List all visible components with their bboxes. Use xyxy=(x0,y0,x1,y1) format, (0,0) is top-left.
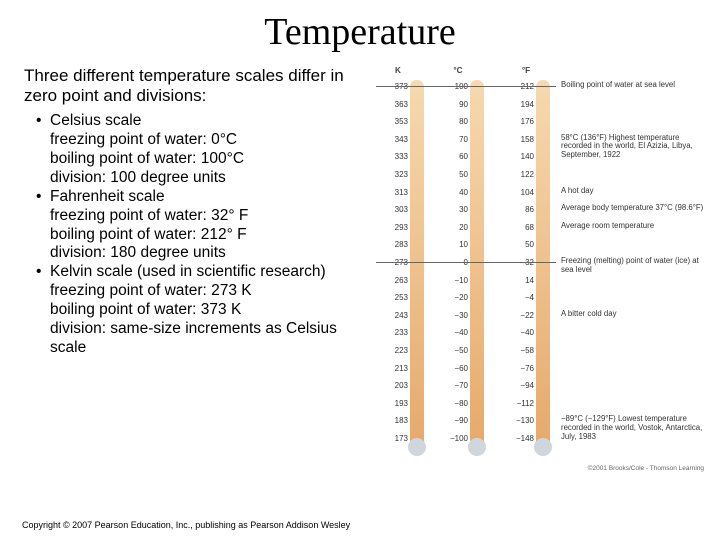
scale-value: 203 xyxy=(384,381,408,390)
scale-value: −4 xyxy=(510,293,534,302)
scale-value: 14 xyxy=(510,276,534,285)
scale-value: 50 xyxy=(510,240,534,249)
scale-value: 243 xyxy=(384,311,408,320)
scale-value: −76 xyxy=(510,364,534,373)
thermometer-bulb xyxy=(468,438,486,456)
copyright-text: Copyright © 2007 Pearson Education, Inc.… xyxy=(22,520,350,530)
scale-value: −30 xyxy=(444,311,468,320)
scale-value: 68 xyxy=(510,223,534,232)
scale-value: −40 xyxy=(510,328,534,337)
scale-value: 50 xyxy=(444,170,468,179)
reference-line xyxy=(376,262,556,263)
scale-value: 283 xyxy=(384,240,408,249)
scale-value: 223 xyxy=(384,346,408,355)
scale-value: 194 xyxy=(510,100,534,109)
scale-value: 173 xyxy=(384,434,408,443)
scale-value: 40 xyxy=(444,188,468,197)
scale-value: −60 xyxy=(444,364,468,373)
bullet-item: •Kelvin scale (used in scientific resear… xyxy=(50,263,376,358)
scale-value: −94 xyxy=(510,381,534,390)
scale-value: −22 xyxy=(510,311,534,320)
thermometer-diagram: K°C°F373100212Boiling point of water at … xyxy=(376,66,706,486)
thermometer-tube xyxy=(410,80,424,450)
scale-value: −70 xyxy=(444,381,468,390)
scale-value: 343 xyxy=(384,135,408,144)
scale-header: °F xyxy=(516,66,536,75)
content-row: Three different temperature scales diffe… xyxy=(0,66,720,486)
scale-value: 80 xyxy=(444,117,468,126)
intro-text: Three different temperature scales diffe… xyxy=(24,66,376,106)
scale-value: 353 xyxy=(384,117,408,126)
scale-value: 253 xyxy=(384,293,408,302)
scale-value: 293 xyxy=(384,223,408,232)
scale-header: °C xyxy=(448,66,468,75)
scale-value: 233 xyxy=(384,328,408,337)
annotation-label: Average room temperature xyxy=(561,222,711,231)
thermometer-bulb xyxy=(408,438,426,456)
scale-value: 86 xyxy=(510,205,534,214)
scale-value: 122 xyxy=(510,170,534,179)
scale-value: 213 xyxy=(384,364,408,373)
thermometer-bulb xyxy=(534,438,552,456)
scale-header: K xyxy=(388,66,408,75)
scale-value: −112 xyxy=(510,399,534,408)
page-title: Temperature xyxy=(0,0,720,66)
scale-value: 70 xyxy=(444,135,468,144)
annotation-label: A bitter cold day xyxy=(561,310,711,319)
annotation-label: −89°C (−129°F) Lowest temperature record… xyxy=(561,415,711,441)
scale-value: 30 xyxy=(444,205,468,214)
scale-value: −50 xyxy=(444,346,468,355)
scale-value: 303 xyxy=(384,205,408,214)
scale-value: 60 xyxy=(444,152,468,161)
scale-value: −130 xyxy=(510,416,534,425)
thermometer-tube xyxy=(470,80,484,450)
left-column: Three different temperature scales diffe… xyxy=(24,66,376,486)
scale-value: 333 xyxy=(384,152,408,161)
scale-value: 176 xyxy=(510,117,534,126)
scale-value: −40 xyxy=(444,328,468,337)
annotation-label: Boiling point of water at sea level xyxy=(561,81,711,90)
scale-value: 193 xyxy=(384,399,408,408)
bullet-list: •Celsius scalefreezing point of water: 0… xyxy=(24,112,376,358)
scale-value: 263 xyxy=(384,276,408,285)
annotation-label: A hot day xyxy=(561,187,711,196)
scale-value: 363 xyxy=(384,100,408,109)
scale-value: −80 xyxy=(444,399,468,408)
scale-value: −58 xyxy=(510,346,534,355)
scale-value: 90 xyxy=(444,100,468,109)
scale-value: −20 xyxy=(444,293,468,302)
reference-line xyxy=(376,86,556,87)
diagram-copyright: ©2001 Brooks/Cole - Thomson Learning xyxy=(588,465,704,472)
scale-value: 140 xyxy=(510,152,534,161)
bullet-item: •Fahrenheit scalefreezing point of water… xyxy=(50,188,376,264)
scale-value: −100 xyxy=(444,434,468,443)
scale-value: 158 xyxy=(510,135,534,144)
scale-value: −10 xyxy=(444,276,468,285)
thermometer-tube xyxy=(536,80,550,450)
scale-value: −90 xyxy=(444,416,468,425)
scale-value: 104 xyxy=(510,188,534,197)
scale-value: 10 xyxy=(444,240,468,249)
scale-value: 20 xyxy=(444,223,468,232)
annotation-label: 58°C (136°F) Highest temperature recorde… xyxy=(561,134,711,160)
scale-value: −148 xyxy=(510,434,534,443)
annotation-label: Average body temperature 37°C (98.6°F) xyxy=(561,204,711,213)
scale-value: 183 xyxy=(384,416,408,425)
scale-value: 323 xyxy=(384,170,408,179)
bullet-item: •Celsius scalefreezing point of water: 0… xyxy=(50,112,376,188)
annotation-label: Freezing (melting) point of water (ice) … xyxy=(561,257,711,274)
scale-value: 313 xyxy=(384,188,408,197)
